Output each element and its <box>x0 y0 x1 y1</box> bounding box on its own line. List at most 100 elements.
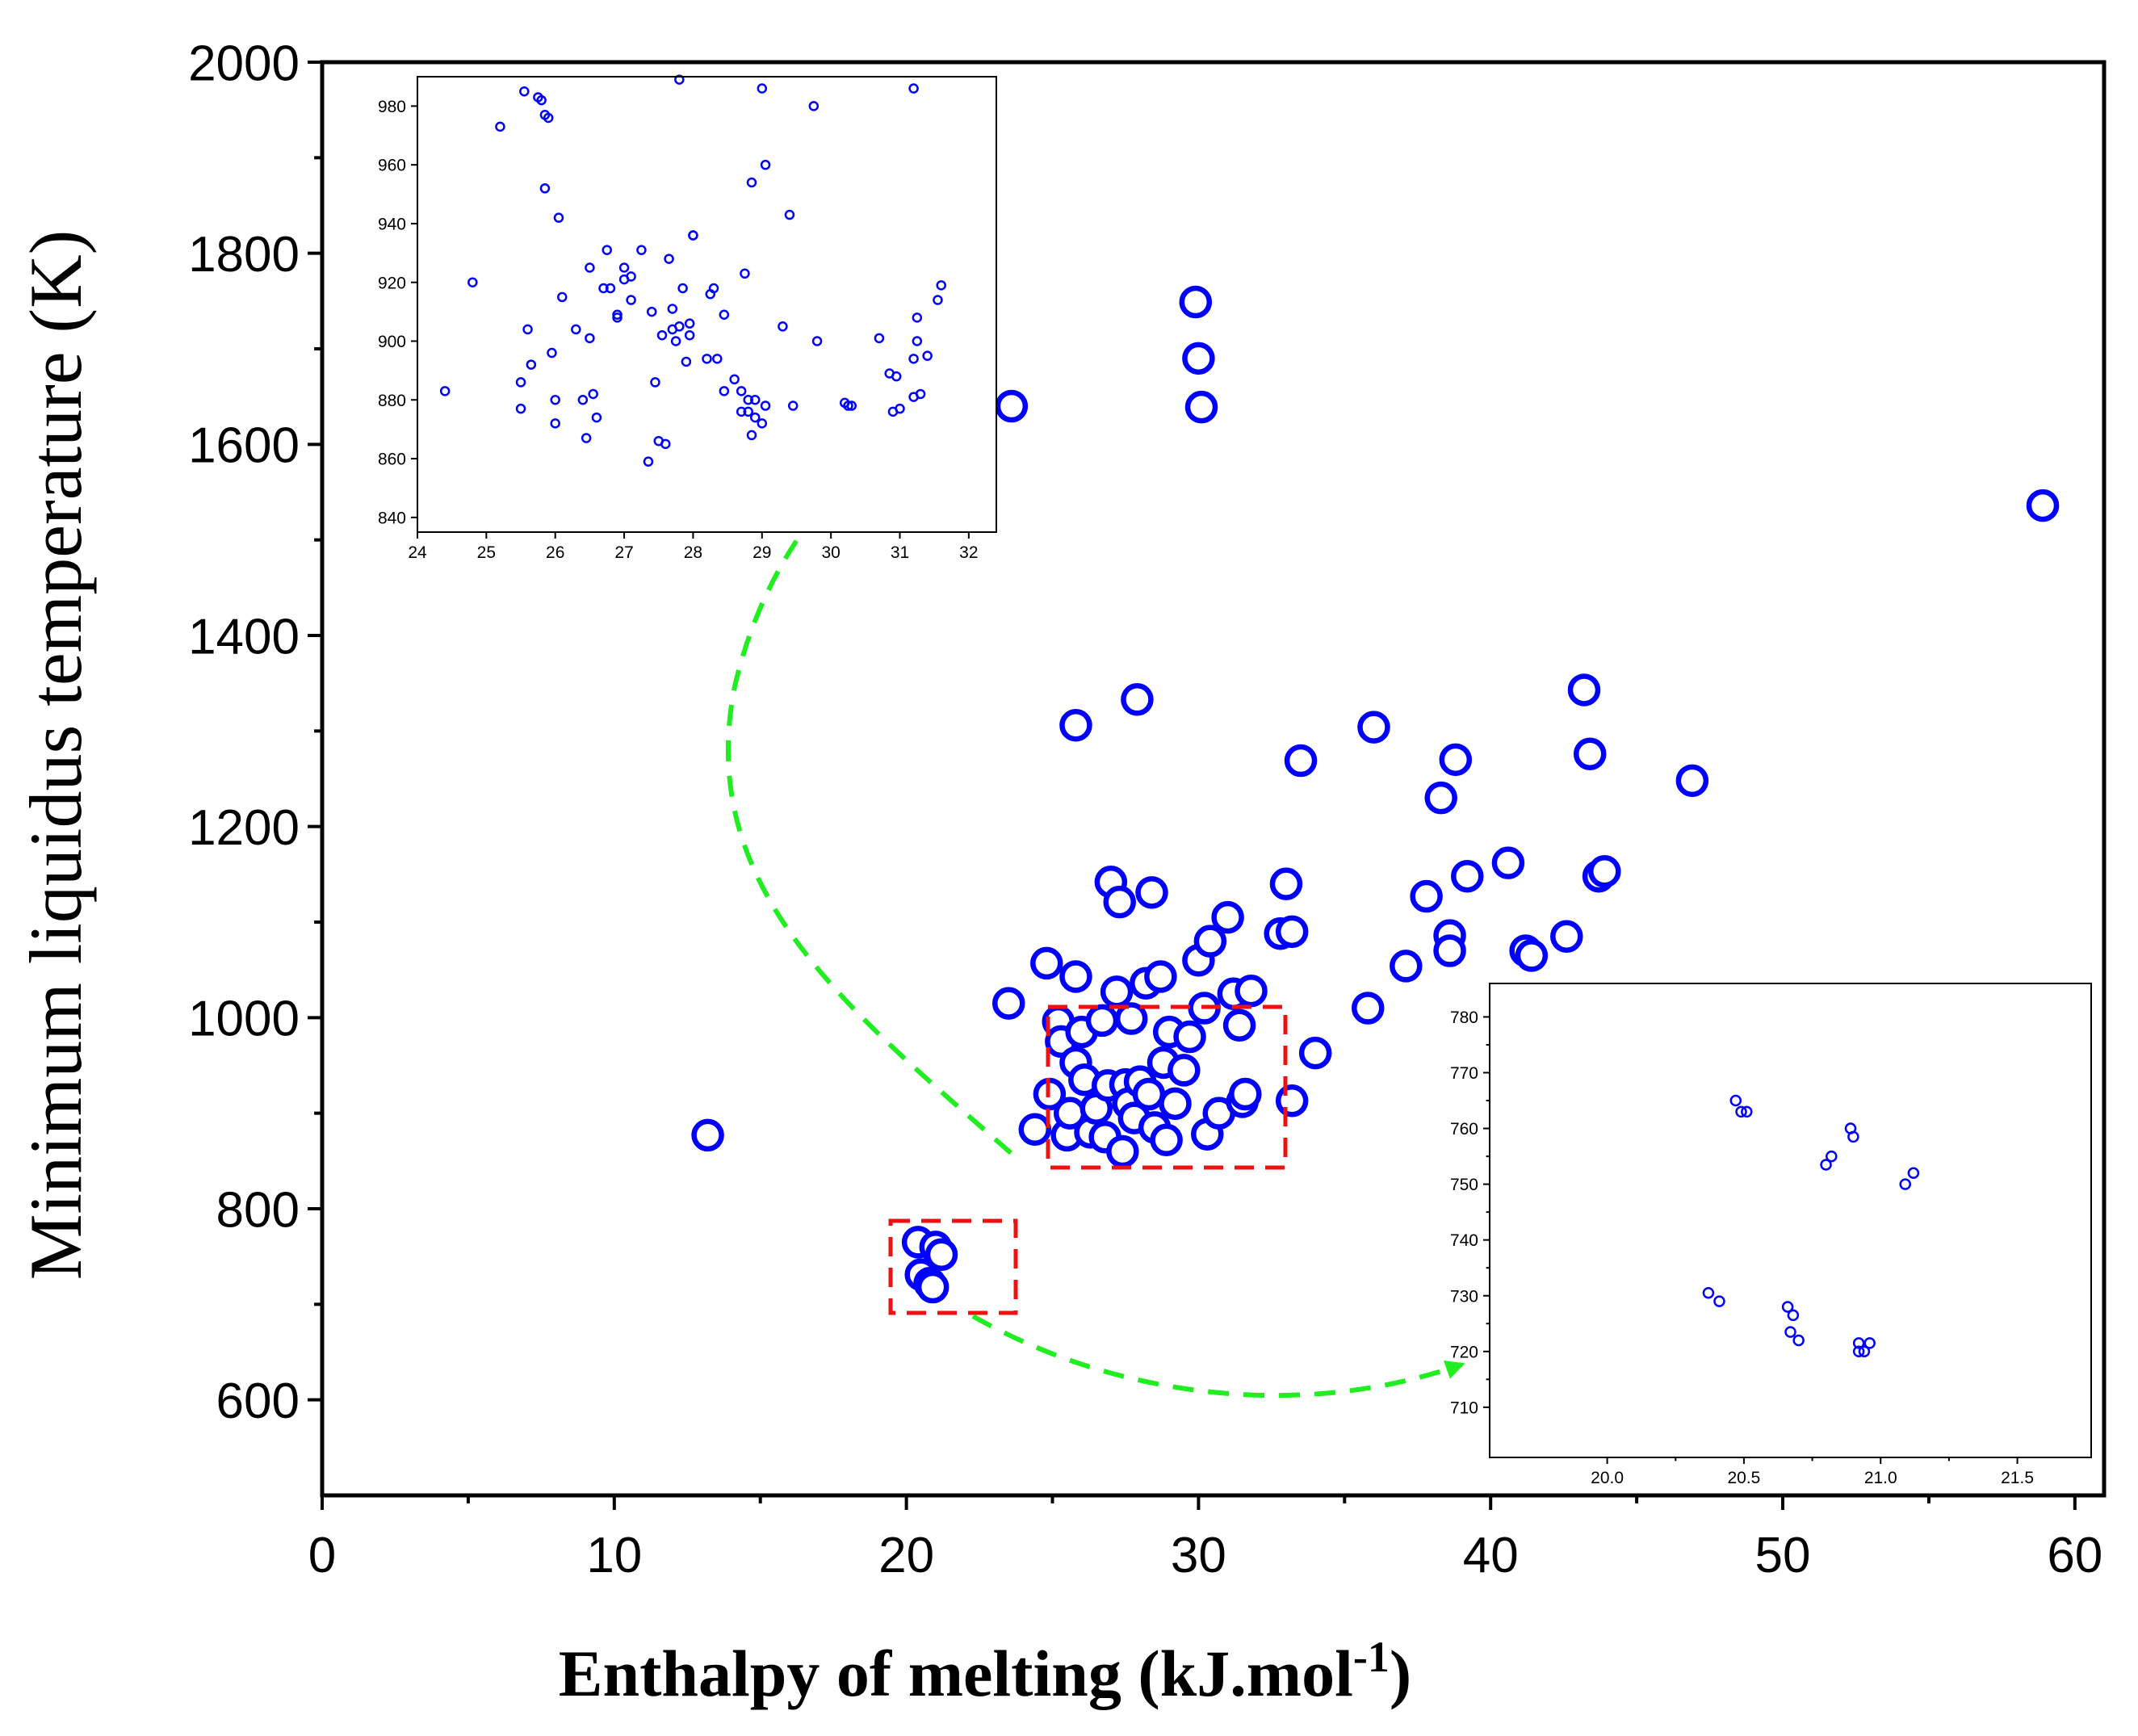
inset-top-plot: 24 25 26 27 28 29 30 31 32 840 860 880 900 920 940 960 9… <box>378 74 997 562</box>
main-frame <box>320 60 2107 1498</box>
data-point <box>495 121 505 132</box>
data-point <box>439 386 451 396</box>
inset_top-frame <box>417 76 997 533</box>
data-point <box>1132 1077 1166 1111</box>
inset_top-y-tick-label: 940 <box>378 215 406 233</box>
data-point <box>808 101 820 111</box>
data-point <box>1713 1295 1725 1307</box>
data-point <box>750 412 761 423</box>
data-point <box>1792 1334 1805 1347</box>
data-point <box>674 321 685 332</box>
data-point <box>1182 342 1215 375</box>
inset_top-background <box>417 77 996 532</box>
data-point <box>736 386 747 396</box>
inset_bottom-y-tick-label: 730 <box>1450 1287 1478 1306</box>
data-point <box>543 112 554 124</box>
data-point <box>618 262 630 273</box>
data-point <box>612 312 623 323</box>
data-point <box>1275 915 1309 949</box>
data-point <box>553 212 564 223</box>
data-point <box>515 403 526 414</box>
arrow-to-top-inset <box>725 456 1012 1155</box>
data-point <box>626 295 636 305</box>
inset_bottom-x-tick-label: 20.5 <box>1727 1469 1760 1487</box>
inset_top-x-tick-label: 25 <box>477 543 496 562</box>
data-point <box>650 377 660 388</box>
data-point <box>1424 781 1457 815</box>
inset_top-y-tick-label: 900 <box>378 333 406 351</box>
inset_bottom-x-tick-label: 21.5 <box>2001 1469 2034 1487</box>
data-point <box>1269 867 1303 900</box>
y-axis-title: Minimum liquidus temperature (K) <box>15 230 97 1281</box>
data-point <box>2026 489 2060 522</box>
main-y-tick-label: 600 <box>216 1373 300 1429</box>
data-point <box>1357 711 1390 744</box>
data-point <box>1899 1178 1911 1190</box>
inset_top-x-tick-label: 26 <box>546 543 564 562</box>
inset_bottom-y-tick-label: 770 <box>1450 1064 1478 1083</box>
data-point <box>1675 764 1709 798</box>
data-point <box>746 177 757 188</box>
inset_top-x-tick-label: 30 <box>821 543 840 562</box>
inset_top-y-tick-label: 840 <box>378 509 406 527</box>
x-axis-title-main: Enthalpy of melting (kJ.mol <box>559 1637 1353 1710</box>
data-point <box>605 283 616 294</box>
data-point <box>1863 1337 1876 1349</box>
data-point <box>1410 879 1443 913</box>
data-point <box>1275 1084 1309 1117</box>
data-point <box>874 333 885 344</box>
data-point <box>1433 934 1466 967</box>
data-point <box>908 83 919 94</box>
inset_bottom-y-tick-label: 780 <box>1450 1008 1478 1027</box>
data-point <box>677 283 688 294</box>
data-point <box>674 74 685 85</box>
data-point <box>995 389 1029 423</box>
inset_top-x-tick-label: 29 <box>752 543 771 562</box>
data-point <box>787 400 799 411</box>
data-point <box>936 280 946 291</box>
data-point <box>760 159 771 170</box>
data-point <box>1100 975 1134 1008</box>
data-point <box>656 329 668 341</box>
data-point <box>667 304 678 314</box>
inset_top-y-tick-label: 920 <box>378 274 406 292</box>
data-point <box>467 277 478 287</box>
data-point <box>1858 1345 1871 1358</box>
data-point <box>1787 1309 1800 1322</box>
data-point <box>729 374 740 385</box>
inset_bottom-x-tick-label: 21.0 <box>1864 1469 1897 1487</box>
main-x-tick-label: 60 <box>2047 1528 2102 1583</box>
data-point <box>1193 925 1227 958</box>
data-point <box>1103 885 1136 919</box>
data-point <box>760 400 771 411</box>
data-point <box>1820 1159 1832 1171</box>
data-point <box>740 268 750 279</box>
data-point <box>1907 1167 1920 1180</box>
data-point <box>660 438 671 450</box>
x-axis-title: Enthalpy of melting (kJ.mol-1) <box>559 1633 1411 1710</box>
data-point <box>1826 1150 1838 1163</box>
inset_top-y-tick-label: 960 <box>378 157 406 175</box>
data-point <box>585 333 595 344</box>
data-point <box>598 283 609 294</box>
data-point <box>933 295 943 305</box>
data-point <box>1573 737 1607 770</box>
highlight-box-low <box>888 1218 1018 1315</box>
data-point <box>702 354 712 364</box>
data-point <box>908 354 919 364</box>
inset-bottom-plot: 20.0 20.5 21.0 21.5 710 720 730 740 750 760 770 780 <box>1450 983 2092 1487</box>
data-point <box>591 412 602 423</box>
inset_bottom-y-tick-label: 740 <box>1450 1231 1478 1250</box>
data-point <box>1211 900 1244 934</box>
highlight-box-cluster <box>1046 1004 1288 1170</box>
data-point <box>1135 876 1168 909</box>
data-point <box>746 430 757 441</box>
data-point <box>626 271 636 282</box>
inset_bottom-y-tick-label: 710 <box>1450 1398 1478 1417</box>
data-point <box>784 209 795 220</box>
data-point <box>719 386 730 396</box>
main-x-tick-label: 30 <box>1171 1528 1226 1583</box>
data-point <box>750 395 761 405</box>
data-point <box>922 350 933 361</box>
data-point <box>1059 708 1092 742</box>
